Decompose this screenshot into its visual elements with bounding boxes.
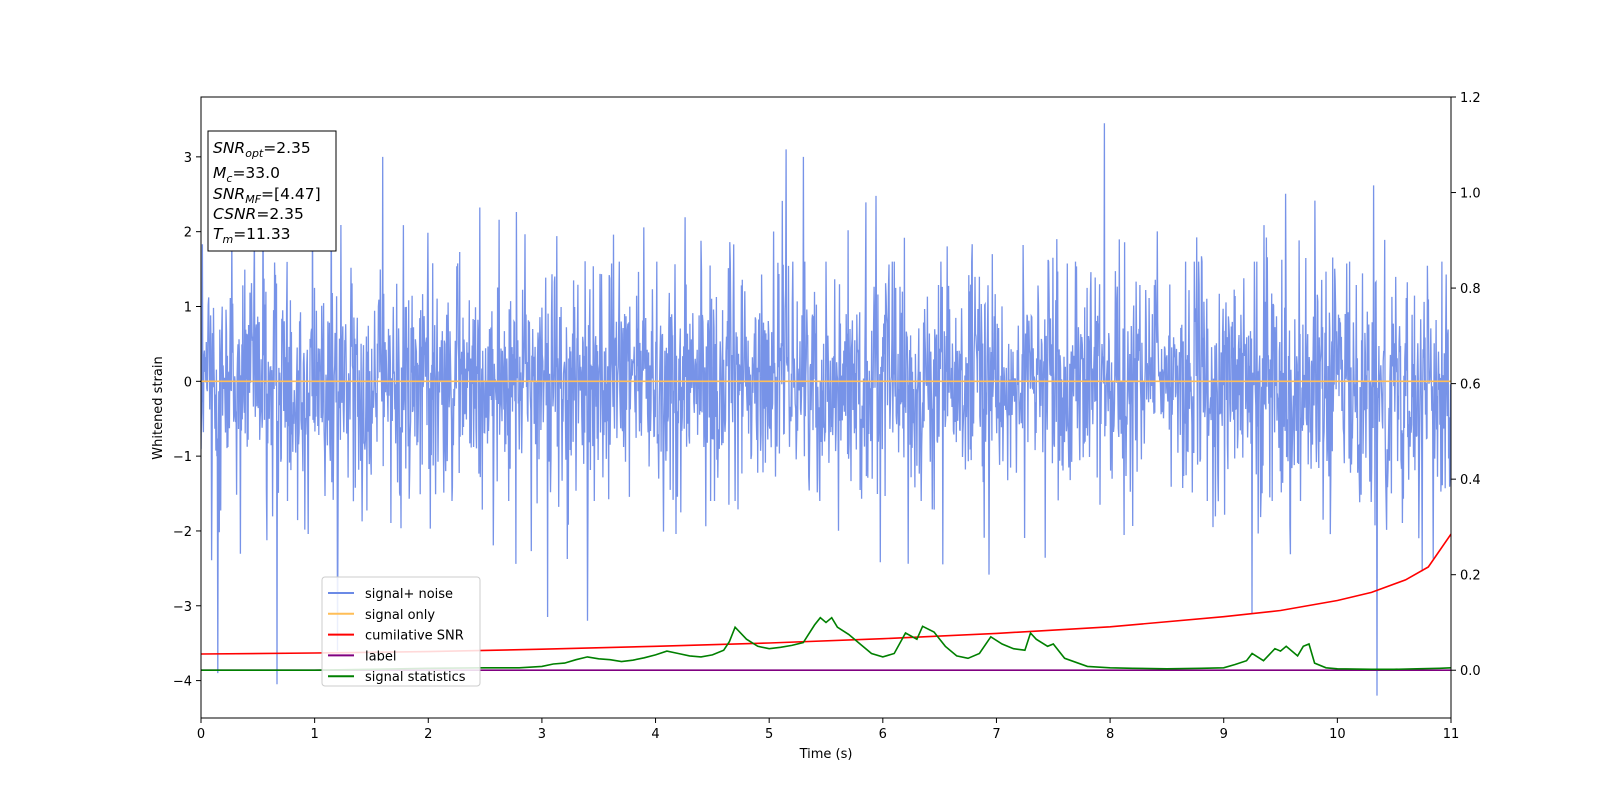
x-tick-label: 4 <box>651 727 659 742</box>
x-tick-label: 6 <box>879 727 887 742</box>
legend-label: signal statistics <box>365 670 466 685</box>
series-2 <box>201 533 1451 655</box>
x-tick-label: 3 <box>538 727 546 742</box>
y-tick-label: 0 <box>184 375 192 390</box>
x-tick-label: 11 <box>1443 727 1460 742</box>
info-mc: Mc=33.0 <box>213 164 280 185</box>
y-tick-label: 1 <box>184 300 192 315</box>
y-tick-label: −1 <box>173 450 192 465</box>
y2-tick-label: 1.0 <box>1460 187 1481 202</box>
y2-tick-label: 0.4 <box>1460 473 1481 488</box>
series-4 <box>201 616 1451 671</box>
legend-label: signal only <box>365 608 435 623</box>
info-csnr: CSNR=2.35 <box>213 205 304 223</box>
plot-frame <box>200 96 1452 719</box>
legend-label: cumilative SNR <box>365 629 464 644</box>
x-tick-label: 9 <box>1220 727 1228 742</box>
series-signal-noise <box>201 123 1451 696</box>
legend: signal+ noise signal only cumilative SNR la… <box>321 576 481 687</box>
x-axis-label: Time (s) <box>799 747 853 762</box>
y2-tick-label: 0.8 <box>1460 282 1481 297</box>
info-box: SNRopt=2.35 Mc=33.0 SNRMF=[4.47] CSNR=2.… <box>207 130 337 252</box>
y-axis-label: Whitened strain <box>151 356 166 459</box>
x-tick-label: 1 <box>310 727 318 742</box>
y2-tick-label: 1.2 <box>1460 91 1481 106</box>
x-tick-label: 5 <box>765 727 773 742</box>
x-tick-label: 7 <box>992 727 1000 742</box>
info-tm: Tm=11.33 <box>213 225 291 246</box>
y-tick-label: 2 <box>184 226 192 241</box>
y-tick-label: 3 <box>184 151 192 166</box>
x-tick-label: 8 <box>1106 727 1114 742</box>
y-tick-label: −2 <box>173 525 192 540</box>
x-tick-label: 2 <box>424 727 432 742</box>
y2-tick-label: 0.0 <box>1460 664 1481 679</box>
y-tick-label: −3 <box>173 600 192 615</box>
y-tick-label: −4 <box>173 675 192 690</box>
y2-tick-label: 0.6 <box>1460 378 1481 393</box>
info-snr-opt: SNRopt=2.35 <box>213 139 311 160</box>
y2-tick-label: 0.2 <box>1460 569 1481 584</box>
info-snr-mf: SNRMF=[4.47] <box>213 185 321 206</box>
legend-label: signal+ noise <box>365 587 453 602</box>
legend-label: label <box>365 649 396 664</box>
x-tick-label: 10 <box>1329 727 1346 742</box>
x-tick-label: 0 <box>197 727 205 742</box>
